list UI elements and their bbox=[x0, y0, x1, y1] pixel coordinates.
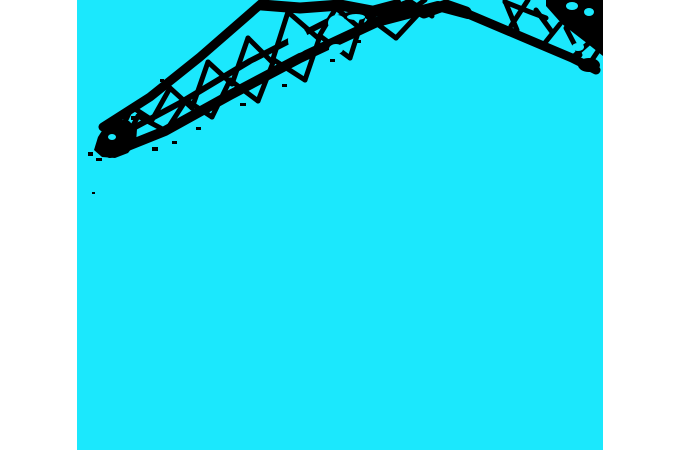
jib-lattice-strut bbox=[541, 21, 563, 47]
noise-fragment bbox=[282, 84, 287, 87]
lattice-openings bbox=[108, 2, 594, 140]
noise-fragment bbox=[330, 59, 335, 62]
jib-lattice-strut bbox=[533, 7, 555, 35]
boom-lattice-strut bbox=[183, 97, 215, 120]
noise-fragment bbox=[152, 147, 158, 151]
blob-fragment bbox=[88, 152, 93, 156]
boom-lattice-strut bbox=[347, 11, 367, 61]
boom-lattice-strut bbox=[315, 5, 339, 41]
jib-lattice-strut bbox=[502, 0, 520, 33]
noise-fragment bbox=[216, 42, 220, 45]
blob-opening bbox=[108, 134, 116, 140]
boom-upper-chord bbox=[98, 0, 267, 132]
boom-lattice-strut bbox=[209, 77, 233, 120]
boom-lattice-strut bbox=[189, 59, 211, 111]
boom-tip-blob bbox=[94, 119, 137, 158]
lattice-opening bbox=[288, 27, 308, 53]
noise-fragment bbox=[240, 103, 246, 106]
boom-lattice-strut bbox=[205, 59, 235, 87]
boom-lattice-strut bbox=[359, 3, 385, 33]
cyan-sky-background bbox=[77, 0, 603, 450]
sky-speck bbox=[92, 192, 95, 194]
crane-truss-structure bbox=[88, 0, 603, 194]
boom-lattice-strut bbox=[167, 85, 195, 111]
jib-lattice-strut bbox=[508, 0, 531, 29]
blob-fragment bbox=[96, 158, 102, 161]
boom-top-band bbox=[256, 0, 472, 19]
boom-lattice-strut bbox=[397, 0, 428, 21]
boom-lattice-strut bbox=[229, 35, 251, 87]
jib-tip bbox=[578, 58, 600, 72]
boom-lattice-strut bbox=[333, 5, 365, 33]
boom-lattice-strut bbox=[405, 0, 435, 19]
lattice-opening bbox=[572, 43, 584, 51]
boom-lattice-strut bbox=[149, 85, 173, 123]
noise-fragment bbox=[172, 141, 177, 144]
boom-lattice-strut bbox=[245, 35, 275, 65]
lattice-opening bbox=[566, 2, 578, 10]
lattice-opening bbox=[328, 15, 346, 31]
boom-lattice-strut bbox=[269, 9, 291, 65]
blob-fragment bbox=[131, 116, 136, 120]
noise-fragment bbox=[196, 127, 201, 130]
boom-lattice-strut bbox=[163, 97, 189, 134]
boom-lattice-strut bbox=[302, 33, 323, 83]
boom-lattice-strut bbox=[255, 57, 277, 104]
lattice-opening bbox=[329, 44, 343, 54]
boom-lattice-strut bbox=[393, 5, 427, 41]
noise-fragment bbox=[160, 79, 164, 82]
boom-lattice-strut bbox=[285, 9, 321, 41]
boom-lattice-strut bbox=[129, 104, 155, 123]
lattice-opening bbox=[584, 8, 594, 16]
noise-fragment bbox=[356, 40, 361, 43]
lattice-opening bbox=[347, 14, 365, 20]
boom-lattice-strut bbox=[271, 57, 308, 83]
boom-lattice-strut bbox=[135, 113, 169, 134]
